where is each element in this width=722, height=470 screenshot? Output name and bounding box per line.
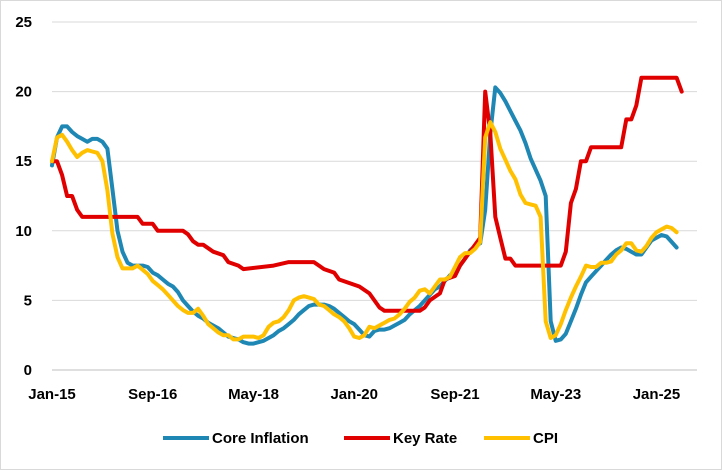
y-tick-label: 25 (15, 14, 32, 31)
series-line (50, 85, 679, 346)
axes: 0 5 10 15 20 25 Jan-15 Sep-16 May-18 Jan-20 Sep-21… (15, 14, 697, 403)
x-tick-label: Jan-15 (28, 386, 76, 403)
x-tick-label: May-18 (228, 386, 279, 403)
legend-label: Key Rate (393, 430, 457, 447)
x-tick-label: Jan-20 (330, 386, 378, 403)
series-line (50, 120, 679, 342)
series-line (50, 75, 684, 313)
x-tick-label: Sep-21 (430, 386, 479, 403)
legend-label: CPI (533, 430, 558, 447)
grid-lines (52, 21, 697, 301)
series-lines (50, 75, 684, 346)
y-tick-label: 20 (15, 84, 32, 101)
y-tick-label: 5 (24, 292, 32, 309)
legend: Core Inflation Key Rate CPI (163, 430, 558, 447)
y-tick-label: 10 (15, 223, 32, 240)
x-tick-label: Sep-16 (128, 386, 177, 403)
y-tick-label: 0 (24, 362, 32, 379)
x-tick-label: Jan-25 (633, 386, 681, 403)
y-tick-label: 15 (15, 153, 32, 170)
legend-label: Core Inflation (212, 430, 309, 447)
x-tick-label: May-23 (530, 386, 581, 403)
